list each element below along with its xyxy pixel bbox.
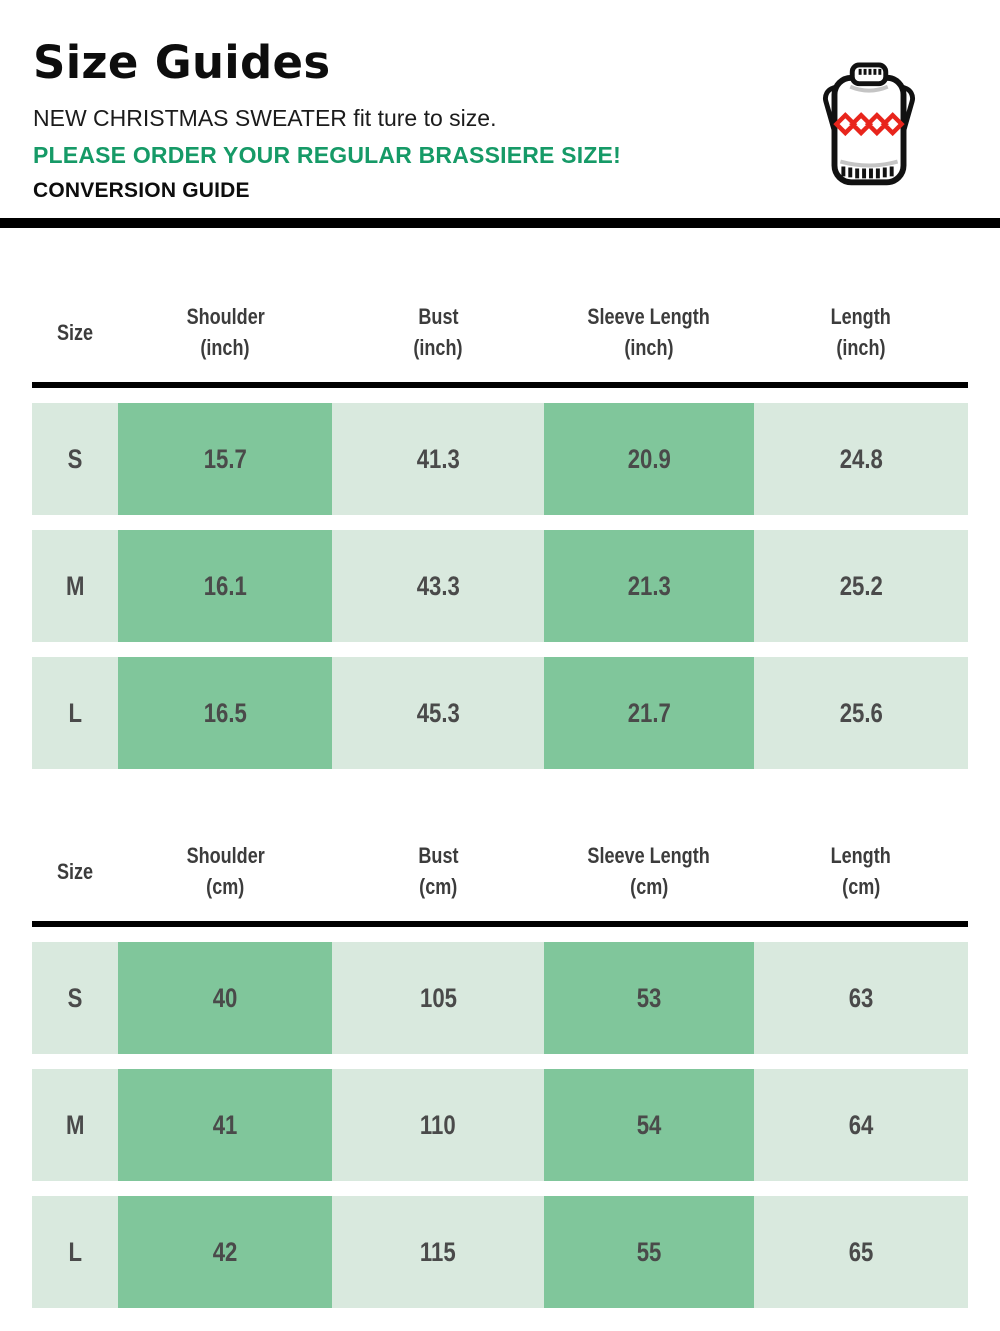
column-header-shoulder: Shoulder (inch) — [186, 304, 265, 360]
column-header-bust: Bust (cm) — [418, 843, 459, 899]
column-header-length: Length (inch) — [830, 304, 891, 360]
table-row-m: M 16.1 43.3 21.3 25.2 — [32, 530, 968, 642]
table-row-l: L 42 115 55 65 — [32, 1196, 968, 1308]
cell-sleeve-length: 55 — [543, 1196, 754, 1308]
column-header-shoulder: Shoulder (cm) — [186, 843, 265, 899]
cell-sleeve-length: 53 — [543, 942, 754, 1054]
table-row-s: S 15.7 41.3 20.9 24.8 — [32, 403, 968, 515]
cell-size: S — [32, 942, 119, 1054]
table-row-m: M 41 110 54 64 — [32, 1069, 968, 1181]
table-header-divider — [32, 921, 968, 927]
cell-bust: 45.3 — [332, 657, 544, 769]
size-table-cm: Size Shoulder (cm) Bust (cm) Sleeve Leng… — [32, 821, 968, 1308]
table-inch-header-row: Size Shoulder (inch) Bust (inch) Sleeve … — [32, 282, 968, 382]
size-tables: Size Shoulder (inch) Bust (inch) Sleeve … — [0, 282, 1000, 1308]
cell-shoulder: 16.5 — [118, 657, 333, 769]
cell-sleeve-length: 21.7 — [543, 657, 754, 769]
column-header-sleeve-length: Sleeve Length (inch) — [587, 304, 710, 360]
column-header-size: Size — [56, 319, 94, 345]
cell-length: 63 — [753, 942, 968, 1054]
cell-sleeve-length: 20.9 — [543, 403, 754, 515]
cell-shoulder: 16.1 — [118, 530, 333, 642]
page-header: Size Guides NEW CHRISTMAS SWEATER fit tu… — [0, 0, 1000, 203]
table-header-divider — [32, 382, 968, 388]
column-header-size: Size — [56, 858, 94, 884]
cell-sleeve-length: 21.3 — [543, 530, 754, 642]
cell-length: 65 — [753, 1196, 968, 1308]
table-cm-header-row: Size Shoulder (cm) Bust (cm) Sleeve Leng… — [32, 821, 968, 921]
cell-length: 24.8 — [753, 403, 968, 515]
fit-subtitle: NEW CHRISTMAS SWEATER fit ture to size. — [33, 105, 497, 131]
cell-shoulder: 15.7 — [118, 403, 333, 515]
table-row-l: L 16.5 45.3 21.7 25.6 — [32, 657, 968, 769]
conversion-guide-label: CONVERSION GUIDE — [33, 179, 250, 202]
cell-size: L — [32, 1196, 119, 1308]
page-title: Size Guides — [33, 36, 331, 89]
header-divider-bar — [0, 218, 1000, 228]
column-header-sleeve-length: Sleeve Length (cm) — [587, 843, 710, 899]
cell-bust: 43.3 — [332, 530, 544, 642]
table-row-s: S 40 105 53 63 — [32, 942, 968, 1054]
cell-sleeve-length: 54 — [543, 1069, 754, 1181]
column-header-bust: Bust (inch) — [413, 304, 463, 360]
cell-shoulder: 40 — [118, 942, 333, 1054]
cell-size: M — [32, 1069, 119, 1181]
cell-bust: 41.3 — [332, 403, 544, 515]
size-table-inch: Size Shoulder (inch) Bust (inch) Sleeve … — [32, 282, 968, 769]
cell-size: L — [32, 657, 119, 769]
cell-size: S — [32, 403, 119, 515]
cell-bust: 110 — [332, 1069, 544, 1181]
cell-shoulder: 42 — [118, 1196, 333, 1308]
christmas-sweater-icon — [822, 62, 916, 186]
cell-length: 25.6 — [753, 657, 968, 769]
cell-size: M — [32, 530, 119, 642]
cell-shoulder: 41 — [118, 1069, 333, 1181]
cell-length: 64 — [753, 1069, 968, 1181]
cell-bust: 105 — [332, 942, 544, 1054]
cell-length: 25.2 — [753, 530, 968, 642]
column-header-length: Length (cm) — [830, 843, 891, 899]
order-notice: PLEASE ORDER YOUR REGULAR BRASSIERE SIZE… — [33, 142, 621, 168]
cell-bust: 115 — [332, 1196, 544, 1308]
